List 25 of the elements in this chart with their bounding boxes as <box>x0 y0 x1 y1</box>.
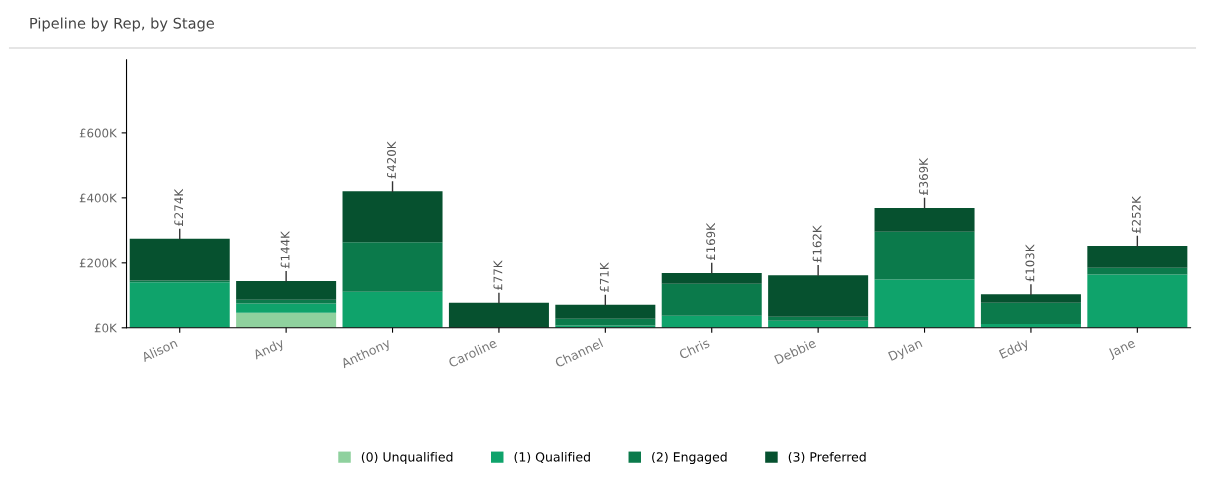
legend-label: (3) Preferred <box>788 451 866 464</box>
total-label: £77K <box>493 260 503 290</box>
total-label: £144K <box>280 230 290 269</box>
total-label: £420K <box>387 141 396 179</box>
y-tick-label: £0K <box>94 323 118 333</box>
total-label: £103K <box>1025 244 1035 282</box>
total-label: £71K <box>599 262 609 292</box>
y-tick-label: £600K <box>79 128 118 138</box>
x-tick-label: Eddy <box>998 337 1031 362</box>
total-label: £369K <box>919 157 928 196</box>
x-tick-label: Andy <box>252 337 286 362</box>
x-tick-label: Jane <box>1107 338 1137 361</box>
chart-title: Pipeline by Rep, by Stage <box>30 17 215 32</box>
total-label: £169K <box>706 222 716 261</box>
x-tick-label: Chris <box>678 337 711 360</box>
total-label: £252K <box>1131 195 1141 234</box>
y-tick-label: £400K <box>79 193 118 203</box>
x-tick-label: Dylan <box>887 337 924 364</box>
legend-label: (0) Unqualified <box>361 451 453 465</box>
total-label: £162K <box>812 225 822 263</box>
legend-label: (1) Qualified <box>514 451 590 464</box>
legend-label: (2) Engaged <box>652 451 727 465</box>
y-tick-label: £200K <box>79 258 118 268</box>
total-label: £274K <box>174 188 183 226</box>
x-tick-label: Alison <box>140 337 178 363</box>
